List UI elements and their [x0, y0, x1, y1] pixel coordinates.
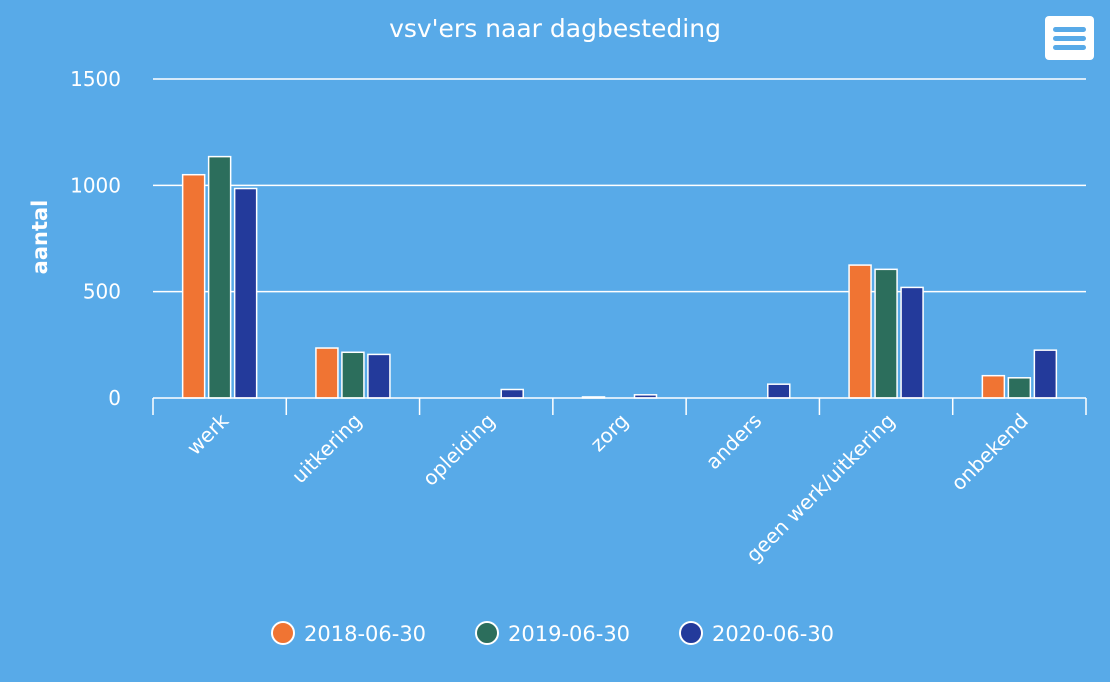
bar-uitkering-2018-06-30[interactable] [315, 347, 339, 399]
legend-marker [475, 621, 499, 645]
bar-opleiding-2020-06-30[interactable] [500, 388, 524, 399]
y-tick-label: 1000 [70, 173, 121, 197]
bar-uitkering-2020-06-30[interactable] [367, 353, 391, 399]
bar-anders-2020-06-30[interactable] [767, 383, 791, 399]
legend-item-2018-06-30[interactable]: 2018-06-30 [271, 621, 426, 646]
legend-marker [679, 621, 703, 645]
legend-label: 2020-06-30 [712, 622, 834, 646]
y-axis-label: aantal [28, 200, 52, 275]
bar-onbekend-2019-06-30[interactable] [1007, 377, 1032, 399]
x-tick-label: opleiding [418, 409, 500, 491]
x-tick-label: werk [182, 408, 234, 460]
bar-geen-werk-uitkering-2018-06-30[interactable] [848, 264, 872, 399]
bar-werk-2019-06-30[interactable] [207, 155, 232, 399]
hamburger-menu-icon [1053, 45, 1086, 50]
y-axis-ticks: 0 500 1000 1500 [70, 67, 121, 410]
legend-label: 2018-06-30 [304, 622, 426, 646]
bar-werk-2020-06-30[interactable] [233, 187, 258, 399]
chart-title: vsv'ers naar dagbesteding [389, 14, 721, 43]
x-tick-label: uitkering [287, 409, 366, 488]
x-axis [152, 397, 1087, 415]
bar-geen-werk-uitkering-2020-06-30[interactable] [900, 286, 924, 399]
legend-marker [271, 621, 295, 645]
legend[interactable]: 2018-06-30 2019-06-30 2020-06-30 [271, 621, 834, 646]
x-tick-label: geen werk/uitkering [741, 409, 899, 567]
legend-item-2020-06-30[interactable]: 2020-06-30 [679, 621, 834, 646]
bar-werk-2018-06-30[interactable] [181, 173, 206, 399]
x-tick-label: zorg [585, 409, 633, 457]
chart-menu-button[interactable] [1045, 16, 1094, 60]
gridlines [153, 78, 1086, 293]
bar-onbekend-2020-06-30[interactable] [1033, 349, 1058, 399]
bars [181, 155, 1058, 399]
x-tick-label: onbekend [946, 409, 1033, 496]
y-tick-label: 1500 [70, 67, 121, 91]
y-tick-label: 500 [83, 280, 121, 304]
bar-geen-werk-uitkering-2019-06-30[interactable] [874, 268, 898, 399]
legend-item-2019-06-30[interactable]: 2019-06-30 [475, 621, 630, 646]
hamburger-menu-icon [1053, 27, 1086, 32]
legend-label: 2019-06-30 [508, 622, 630, 646]
bar-onbekend-2018-06-30[interactable] [981, 374, 1006, 399]
bar-uitkering-2019-06-30[interactable] [341, 351, 365, 399]
x-tick-label: anders [701, 409, 766, 474]
y-tick-label: 0 [108, 386, 121, 410]
hamburger-menu-icon [1053, 36, 1086, 41]
